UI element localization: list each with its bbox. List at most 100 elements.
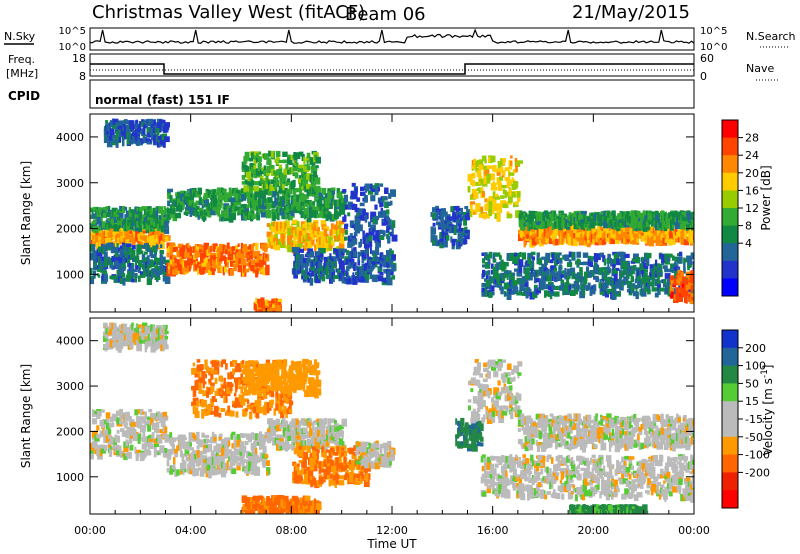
power-cell	[266, 231, 273, 237]
power-cell	[501, 170, 506, 176]
power-cell	[220, 265, 223, 272]
power-cell	[290, 195, 294, 201]
power-cell	[251, 259, 255, 265]
power-cell	[119, 226, 123, 232]
power-cell	[148, 239, 152, 246]
power-cell	[160, 265, 165, 272]
power-cell	[466, 209, 472, 217]
power-cell	[240, 242, 243, 248]
power-cell	[382, 197, 385, 202]
power-cell	[464, 206, 469, 210]
power-cell	[515, 182, 518, 190]
power-cell	[514, 158, 518, 163]
power-cell	[265, 174, 269, 180]
power-cell	[301, 195, 307, 201]
power-cell	[188, 199, 195, 207]
power-cell	[248, 254, 253, 260]
power-cell	[478, 213, 483, 218]
power-cell	[551, 284, 555, 290]
power-cell	[463, 218, 467, 226]
power-cell	[655, 271, 658, 275]
power-cell	[172, 269, 175, 275]
power-cell	[158, 206, 164, 214]
power-cell	[251, 213, 256, 219]
power-cell	[105, 219, 108, 226]
power-cell	[351, 182, 356, 187]
power-cell	[508, 196, 513, 203]
power-cell	[599, 279, 602, 283]
power-cell	[268, 157, 271, 162]
power-cell	[492, 186, 498, 191]
power-cell	[555, 238, 559, 246]
power-cell	[435, 210, 439, 218]
power-cell	[287, 192, 291, 198]
power-cell	[601, 233, 604, 240]
power-cell	[182, 249, 185, 257]
power-cell	[262, 267, 268, 276]
power-cell	[268, 150, 272, 157]
power-cell	[158, 231, 162, 239]
power-cell	[134, 275, 137, 283]
power-cell	[304, 166, 309, 173]
power-cell	[651, 222, 654, 226]
power-cell	[573, 281, 576, 288]
power-cell	[101, 240, 106, 246]
power-cell	[603, 220, 609, 229]
power-cell	[313, 168, 318, 177]
power-cell	[213, 260, 217, 267]
power-cell	[301, 201, 307, 206]
power-cell	[527, 271, 531, 280]
power-cell	[560, 279, 565, 286]
power-cell	[592, 217, 598, 226]
power-cell	[578, 231, 582, 238]
freq-label: Freq.	[8, 53, 35, 66]
noise-tick-bottom-right: 10^0	[700, 42, 727, 53]
power-cell	[203, 247, 208, 253]
power-cell	[131, 249, 136, 256]
power-cell	[559, 252, 562, 256]
power-cell	[314, 177, 321, 185]
power-cell	[97, 246, 103, 253]
power-cell	[497, 160, 502, 169]
power-cell	[325, 261, 329, 266]
power-cell	[666, 234, 670, 240]
power-cell	[500, 158, 506, 163]
power-cell	[311, 270, 314, 277]
power-cell	[129, 209, 135, 213]
power-cell	[172, 254, 176, 258]
power-cell	[568, 220, 572, 226]
power-cell	[523, 265, 526, 271]
power-cell	[93, 213, 96, 219]
power-cell	[156, 244, 159, 249]
noise-strip-frame	[89, 27, 695, 51]
power-cell	[288, 167, 292, 175]
power-cell	[379, 183, 384, 187]
power-cell	[348, 278, 353, 285]
power-cell	[365, 232, 371, 237]
power-cell	[683, 257, 686, 264]
power-cell	[484, 291, 488, 296]
power-cell	[589, 270, 592, 278]
power-cell	[311, 265, 315, 272]
power-cell	[543, 227, 547, 234]
power-cell	[691, 213, 694, 221]
power-cell	[238, 265, 243, 269]
power-cell	[548, 291, 551, 297]
power-cell	[276, 239, 279, 246]
power-cell	[311, 261, 314, 267]
power-cell	[186, 190, 191, 194]
power-cell	[566, 278, 569, 284]
power-cell	[691, 219, 694, 227]
power-cell	[483, 177, 487, 185]
power-cell	[258, 201, 263, 209]
power-cell	[304, 221, 307, 228]
power-cell	[623, 280, 628, 285]
power-cell	[509, 255, 512, 262]
power-cell	[128, 209, 134, 217]
power-cell	[444, 211, 448, 216]
power-cell	[290, 154, 294, 160]
power-cell	[287, 221, 290, 229]
power-cell	[515, 165, 518, 173]
power-cell	[481, 155, 487, 162]
power-cell	[313, 165, 318, 172]
